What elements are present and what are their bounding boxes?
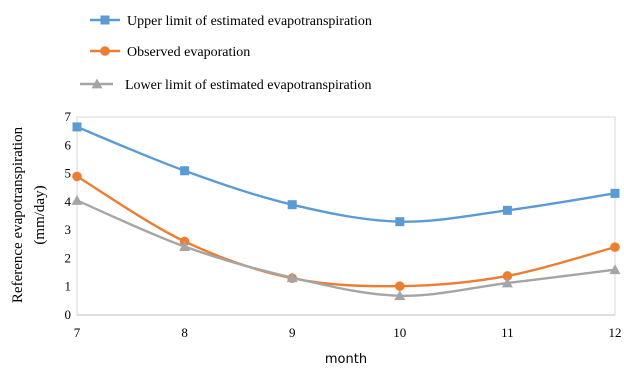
y-tick-label: 4 <box>65 194 72 209</box>
y-tick-label: 0 <box>65 307 72 322</box>
y-axis-ticks: 0 1 2 3 4 5 6 7 <box>65 109 72 322</box>
data-point-square-marker <box>72 122 82 132</box>
legend-entry: Observed evaporation <box>90 45 250 60</box>
x-tick-label: 7 <box>74 325 81 340</box>
plot-area <box>76 116 616 316</box>
x-tick-label: 12 <box>609 325 622 340</box>
series-line <box>76 125 616 223</box>
series-circle <box>72 171 620 291</box>
y-tick-label: 1 <box>65 279 72 294</box>
data-point-triangle-marker <box>71 194 83 205</box>
x-tick-label: 11 <box>501 325 514 340</box>
data-point-circle-marker <box>100 46 110 56</box>
data-point-square-marker <box>395 217 405 227</box>
data-point-triangle-marker <box>609 264 621 275</box>
x-axis-title: month <box>325 352 367 367</box>
series-layer <box>71 122 621 301</box>
data-point-triangle-marker <box>179 241 191 251</box>
y-tick-label: 5 <box>65 166 72 181</box>
data-point-circle-marker <box>72 171 82 182</box>
data-point-triangle-marker <box>501 277 513 288</box>
data-point-triangle-marker <box>394 290 406 301</box>
legend-entry: Upper limit of estimated evapotranspirat… <box>90 14 372 29</box>
legend-label: Observed evaporation <box>127 45 250 60</box>
x-tick-label: 9 <box>289 325 296 340</box>
x-tick-label: 8 <box>181 325 188 340</box>
series-square <box>72 122 620 227</box>
y-axis-title-line1: Reference evapotranspiration <box>10 126 26 303</box>
series-line <box>76 199 616 297</box>
data-point-square-marker <box>287 200 297 210</box>
data-point-square-marker <box>180 166 190 176</box>
data-point-circle-marker <box>610 242 620 252</box>
legend-entry: Lower limit of estimated evapotranspirat… <box>80 78 371 93</box>
data-point-square-marker <box>502 205 512 215</box>
data-point-circle-marker <box>395 281 405 291</box>
x-axis-ticks: 7 8 9 10 11 12 <box>74 325 622 340</box>
series-line <box>76 175 616 288</box>
data-point-circle-marker <box>502 271 513 281</box>
data-point-triangle-marker <box>91 78 103 89</box>
y-tick-label: 7 <box>65 109 72 124</box>
series-triangle <box>71 194 621 301</box>
data-point-square-marker <box>610 188 620 198</box>
data-point-triangle-marker <box>286 272 298 283</box>
y-tick-label: 6 <box>65 137 72 152</box>
y-tick-label: 3 <box>65 222 72 237</box>
x-tick-label: 10 <box>393 325 406 340</box>
legend: Upper limit of estimated evapotranspirat… <box>80 14 372 93</box>
y-tick-label: 2 <box>65 250 72 265</box>
legend-label: Upper limit of estimated evapotranspirat… <box>127 14 372 29</box>
legend-label: Lower limit of estimated evapotranspirat… <box>125 78 371 93</box>
data-point-square-marker <box>100 15 110 25</box>
y-axis-title-line2: (mm/day) <box>32 185 48 244</box>
